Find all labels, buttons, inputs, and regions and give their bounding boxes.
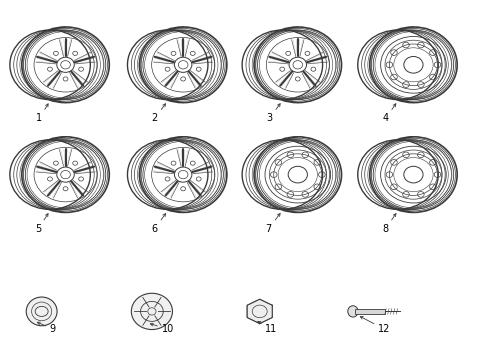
- Ellipse shape: [26, 297, 57, 326]
- Text: 8: 8: [383, 213, 396, 234]
- Text: 4: 4: [383, 104, 396, 123]
- Ellipse shape: [131, 293, 172, 329]
- Text: 5: 5: [35, 213, 48, 234]
- Text: 12: 12: [360, 316, 391, 334]
- Text: 11: 11: [258, 321, 277, 334]
- Bar: [355, 309, 385, 314]
- Text: 9: 9: [37, 322, 56, 334]
- Text: 1: 1: [36, 104, 48, 123]
- Ellipse shape: [348, 306, 358, 317]
- Text: 7: 7: [266, 213, 280, 234]
- Text: 10: 10: [150, 323, 174, 334]
- Text: 3: 3: [267, 104, 280, 123]
- Text: 6: 6: [152, 213, 166, 234]
- Polygon shape: [247, 299, 272, 324]
- Text: 2: 2: [152, 104, 166, 123]
